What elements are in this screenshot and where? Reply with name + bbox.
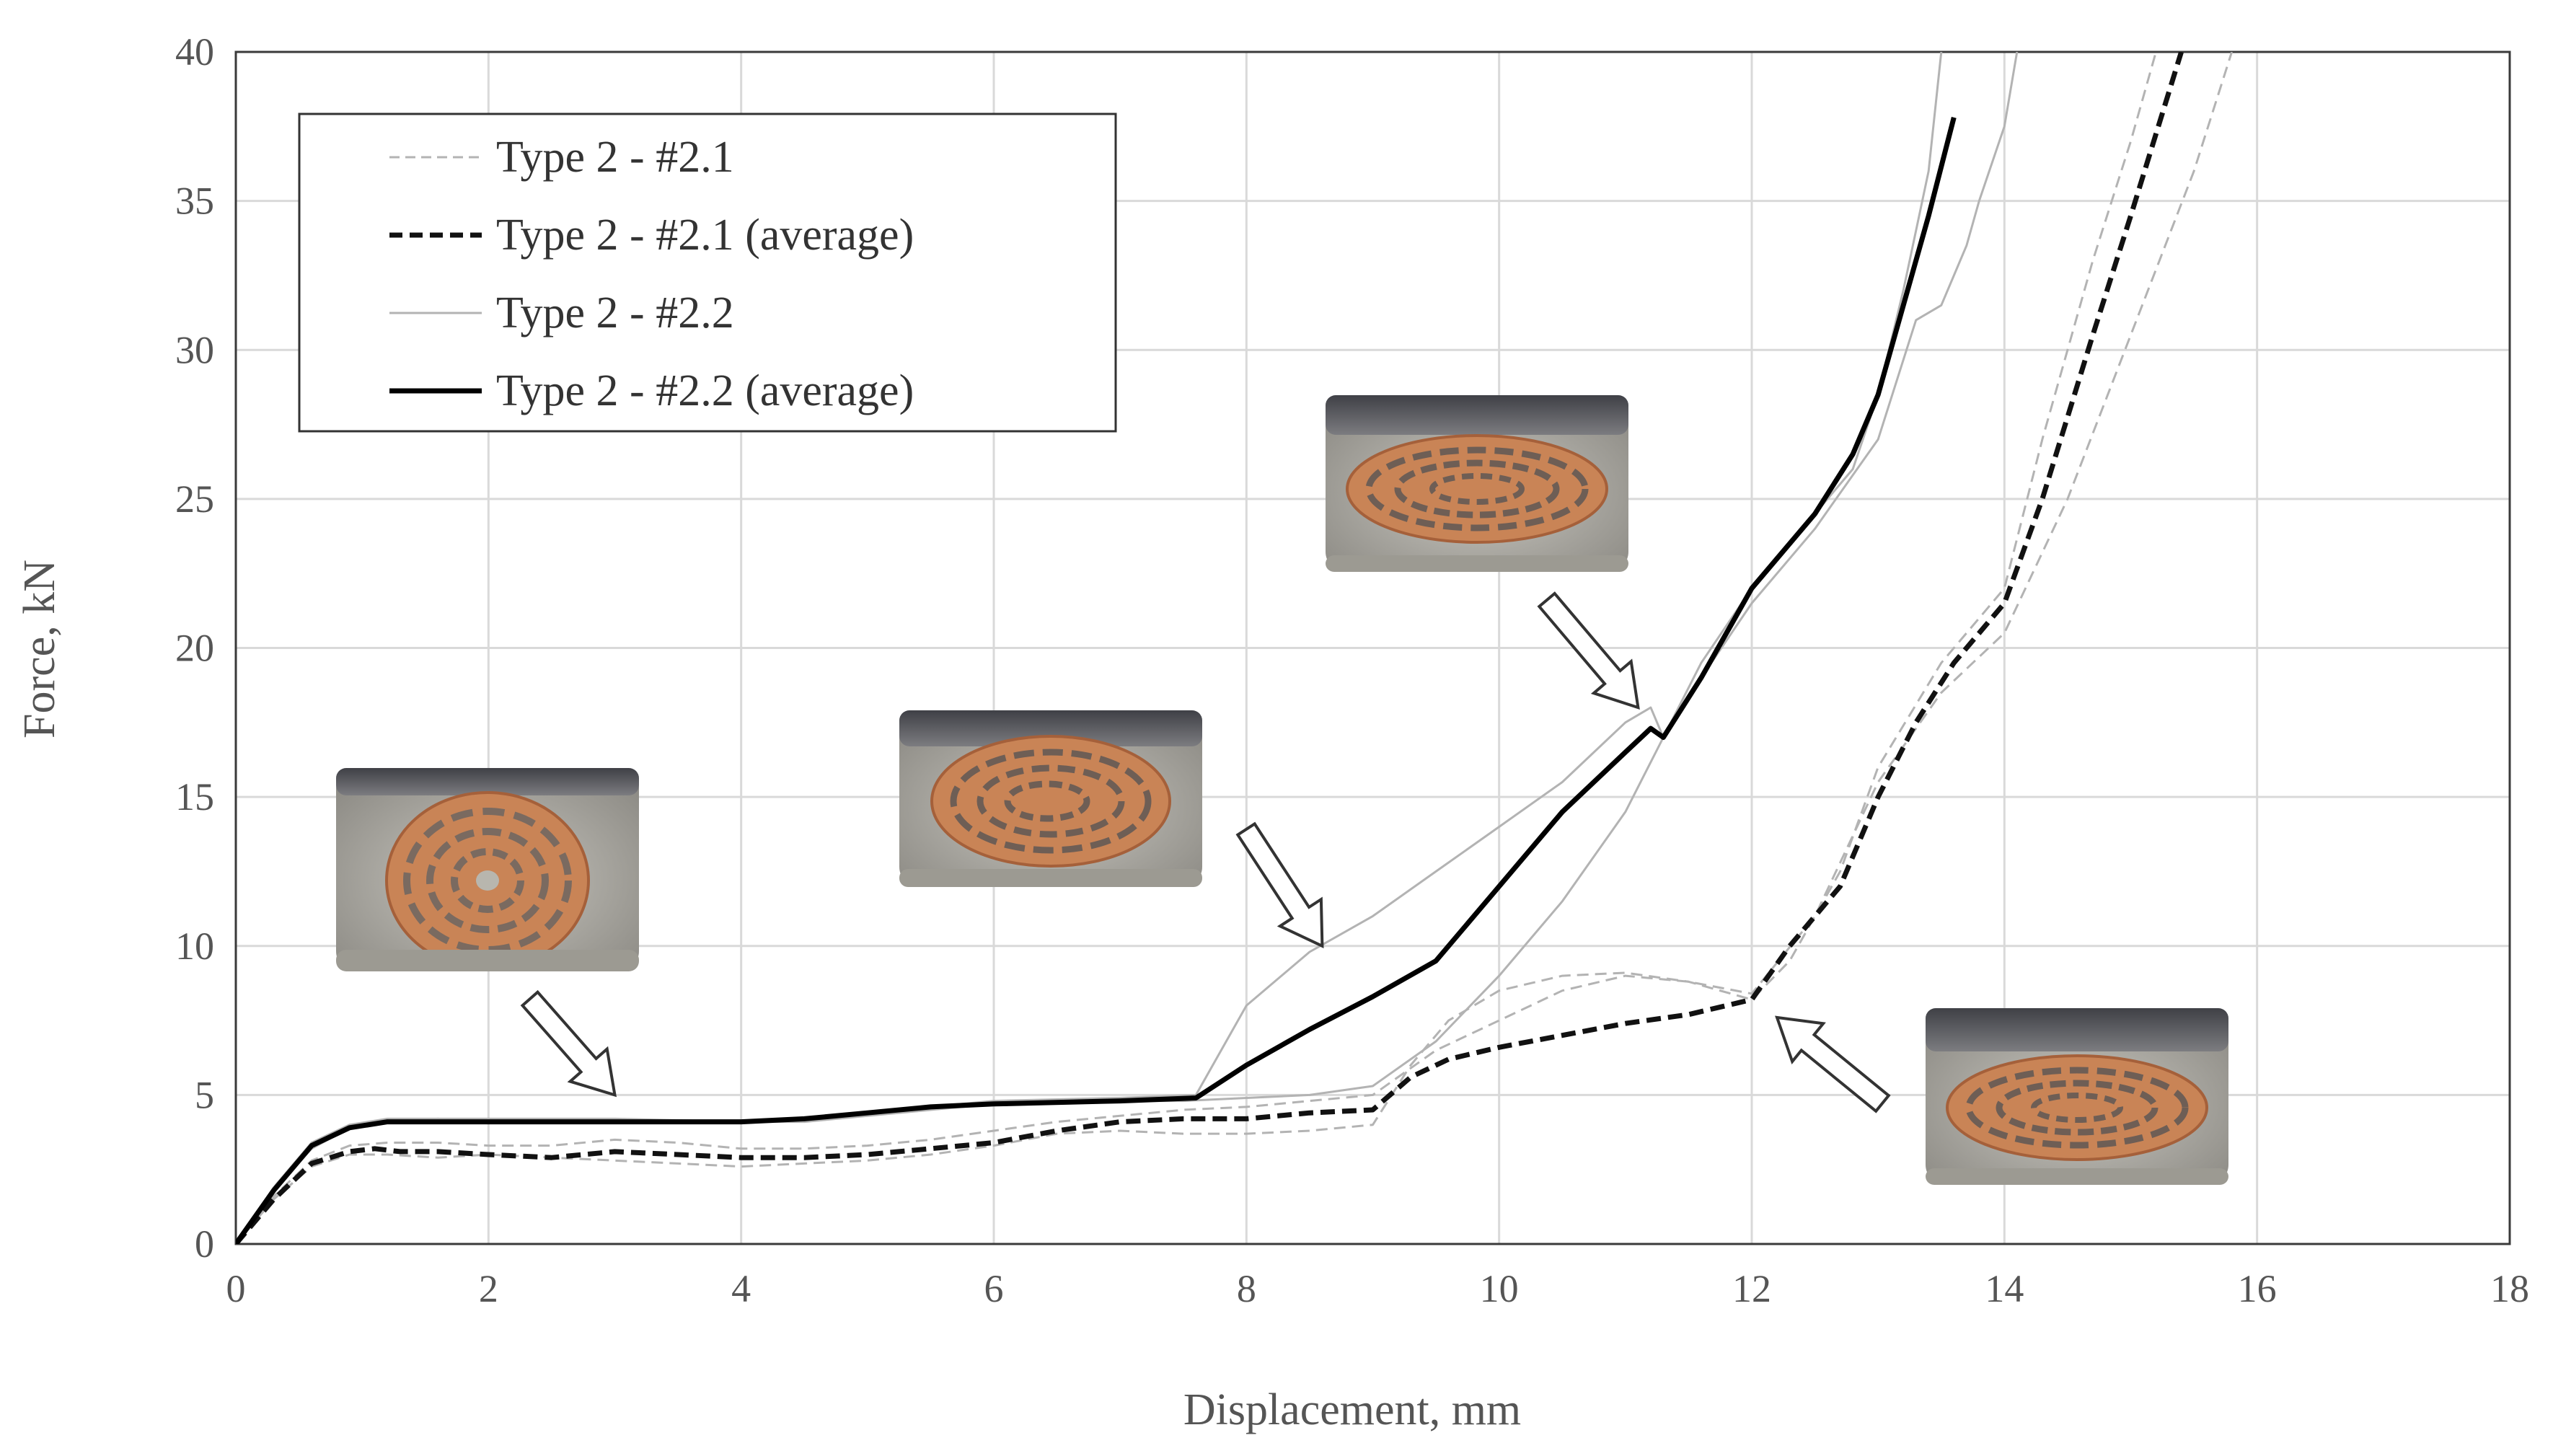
y-axis-title: Force, kN [15,560,64,738]
x-tick-label: 4 [731,1267,751,1310]
y-tick-label: 10 [175,925,214,968]
y-tick-label: 25 [175,477,214,521]
x-tick-label: 12 [1732,1267,1771,1310]
series-line-type-2-2-2-average- [236,117,1957,1244]
y-tick-label: 20 [175,627,214,670]
series-line-type-2-2-1-average- [236,52,2184,1244]
x-tick-label: 0 [226,1267,246,1310]
arrow-inset-stage-2 [1235,821,1324,948]
x-tick-label: 16 [2238,1267,2277,1310]
legend-label-2-1: Type 2 - #2.1 [496,133,734,182]
x-tick-label: 8 [1237,1267,1256,1310]
inset-stage-3 [1326,395,1628,572]
arrow-inset-stage-4 [1775,1015,1891,1113]
plot-area-frame [234,50,2511,1245]
axis-tick-labels: 0 2 4 6 8 10 12 14 16 18 0 5 10 15 20 25 30 35 40 [175,30,2529,1310]
legend: Type 2 - #2.1 Type 2 - #2.1 (average) Ty… [298,112,1117,433]
legend-label-2-2: Type 2 - #2.2 [496,288,734,337]
y-tick-label: 15 [175,775,214,819]
inset-stage-2 [899,710,1202,887]
arrow-inset-stage-1 [520,989,617,1098]
series-layer [236,52,2234,1244]
x-tick-label: 10 [1480,1267,1519,1310]
x-tick-label: 18 [2490,1267,2529,1310]
legend-label-2-2-average: Type 2 - #2.2 (average) [496,366,914,415]
inset-stage-1 [336,768,639,971]
series-line-type-2-2-1 [236,52,2157,1244]
x-axis-title: Displacement, mm [1183,1385,1521,1434]
x-tick-label: 2 [479,1267,498,1310]
legend-label-2-1-average: Type 2 - #2.1 (average) [496,211,914,260]
x-tick-label: 6 [984,1267,1004,1310]
annotation-arrows [520,591,1891,1113]
y-tick-label: 30 [175,328,214,371]
x-tick-label: 14 [1985,1267,2024,1310]
inset-stage-4 [1926,1008,2228,1185]
series-line-type-2-2-1 [236,52,2234,1244]
legend-box [298,112,1117,433]
y-tick-label: 5 [195,1073,214,1116]
y-tick-label: 40 [175,30,214,74]
arrow-inset-stage-3 [1537,591,1640,710]
y-tick-label: 35 [175,180,214,223]
y-tick-label: 0 [195,1222,214,1266]
